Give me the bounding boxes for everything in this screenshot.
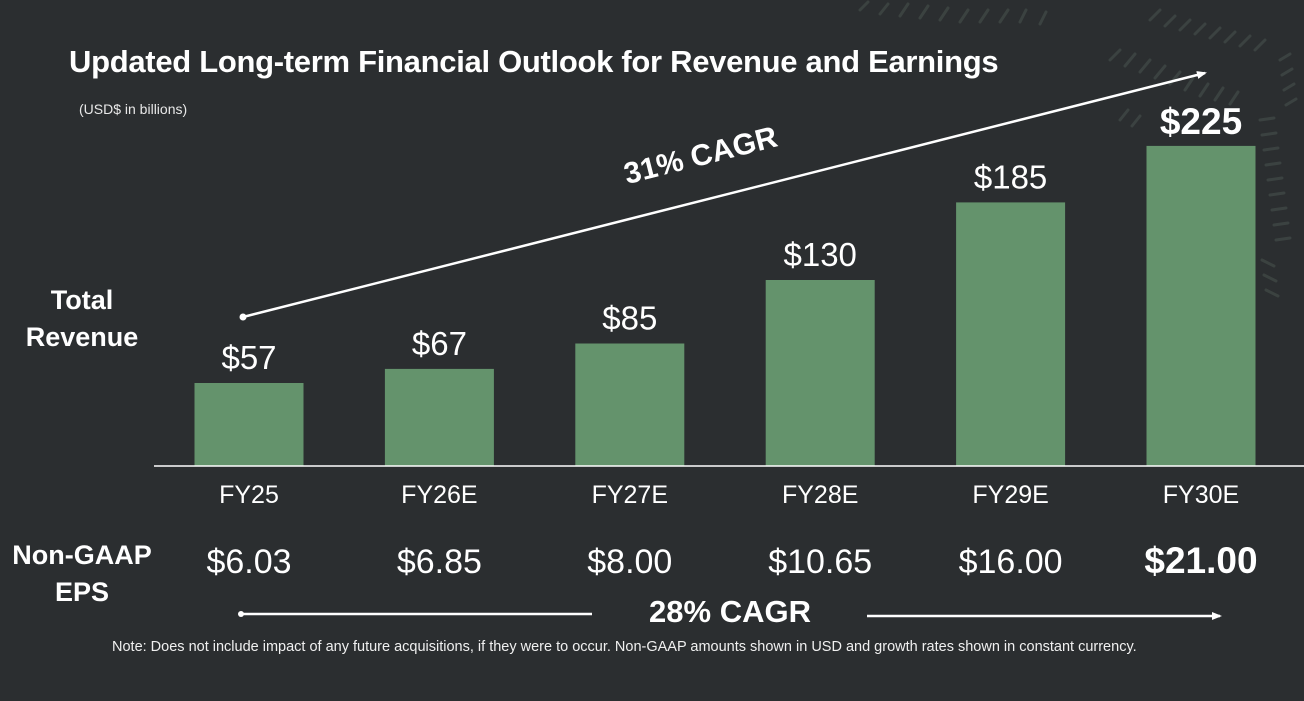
eps-cagr-label: 28% CAGR (649, 594, 811, 629)
x-tick-label-fy26e: FY26E (401, 481, 477, 509)
data-label-fy26e: $67 (412, 325, 467, 362)
eps-row-label: Non-GAAP EPS (12, 540, 152, 607)
eps-value-fy26e: $6.85 (396, 543, 482, 581)
bar-fy27e (575, 343, 685, 466)
x-tick-label-fy30e: FY30E (1163, 481, 1239, 509)
eps-value-fy29e: $16.00 (958, 543, 1063, 581)
x-tick-label-fy29e: FY29E (972, 481, 1048, 509)
data-label-fy28e: $130 (783, 236, 856, 273)
bar-fy30e (1146, 145, 1256, 466)
revenue-cagr-label: 31% CAGR (621, 120, 781, 191)
page-title: Updated Long-term Financial Outlook for … (69, 44, 999, 79)
eps-value-fy28e: $10.65 (768, 543, 873, 581)
x-tick-label-fy25: FY25 (219, 481, 279, 509)
data-label-fy29e: $185 (974, 158, 1047, 195)
bar-fy25 (194, 383, 304, 466)
footnote: Note: Does not include impact of any fut… (112, 639, 1137, 655)
data-label-fy27e: $85 (602, 300, 657, 337)
bar-fy26e (384, 368, 494, 466)
eps-value-fy25: $6.03 (206, 543, 292, 581)
eps-value-fy30e: $21.00 (1144, 540, 1258, 581)
subtitle: (USD$ in billions) (79, 101, 188, 117)
x-tick-label-fy27e: FY27E (592, 481, 668, 509)
bar-fy29e (956, 202, 1066, 466)
data-label-fy30e: $225 (1160, 101, 1242, 142)
revenue-row-label: Total Revenue (25, 285, 139, 352)
x-tick-label-fy28e: FY28E (782, 481, 858, 509)
data-label-fy25: $57 (221, 339, 276, 376)
revenue-cagr-arrow (242, 71, 1207, 319)
bar-fy28e (765, 280, 875, 466)
eps-value-fy27e: $8.00 (587, 543, 673, 581)
